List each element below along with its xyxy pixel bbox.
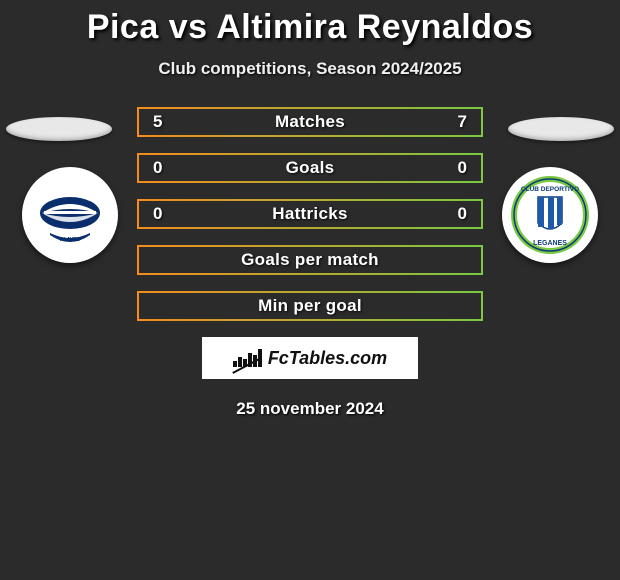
svg-text:ALAVES: ALAVES — [60, 237, 81, 243]
page-title: Pica vs Altimira Reynaldos — [0, 0, 620, 47]
date-text: 25 november 2024 — [0, 399, 620, 419]
stat-left-value: 5 — [153, 112, 162, 132]
bar-chart-icon — [233, 349, 262, 367]
stat-row: 0 Hattricks 0 — [137, 199, 483, 229]
svg-text:CLUB DEPORTIVO: CLUB DEPORTIVO — [521, 186, 579, 193]
comparison-panel: ALAVES CLUB DEPORTIVO LEGANES 5 Matches 7 0… — [0, 107, 620, 419]
alaves-crest-icon: ALAVES — [30, 175, 110, 255]
subtitle: Club competitions, Season 2024/2025 — [0, 59, 620, 79]
stat-left-value: 0 — [153, 204, 162, 224]
svg-text:LEGANES: LEGANES — [533, 240, 567, 247]
leganes-crest-icon: CLUB DEPORTIVO LEGANES — [510, 175, 590, 255]
stat-right-value: 0 — [458, 204, 467, 224]
stat-right-value: 7 — [458, 112, 467, 132]
stat-label: Min per goal — [258, 296, 362, 316]
brand-text: FcTables.com — [268, 348, 387, 369]
left-player-avatar — [6, 117, 112, 141]
right-team-crest: CLUB DEPORTIVO LEGANES — [502, 167, 598, 263]
stat-row: Min per goal — [137, 291, 483, 321]
stat-row: Goals per match — [137, 245, 483, 275]
stat-row: 5 Matches 7 — [137, 107, 483, 137]
left-team-crest: ALAVES — [22, 167, 118, 263]
stat-label: Goals — [286, 158, 335, 178]
stat-right-value: 0 — [458, 158, 467, 178]
brand-box: FcTables.com — [202, 337, 418, 379]
stat-label: Hattricks — [272, 204, 347, 224]
stat-label: Goals per match — [241, 250, 379, 270]
stat-rows: 5 Matches 7 0 Goals 0 0 Hattricks 0 Goals per mat… — [137, 107, 483, 321]
stat-left-value: 0 — [153, 158, 162, 178]
right-player-avatar — [508, 117, 614, 141]
stat-label: Matches — [275, 112, 345, 132]
stat-row: 0 Goals 0 — [137, 153, 483, 183]
